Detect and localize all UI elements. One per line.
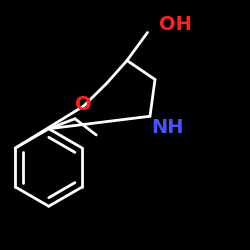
Text: O: O bbox=[76, 96, 92, 114]
Text: NH: NH bbox=[151, 118, 184, 137]
Text: OH: OH bbox=[159, 15, 192, 34]
